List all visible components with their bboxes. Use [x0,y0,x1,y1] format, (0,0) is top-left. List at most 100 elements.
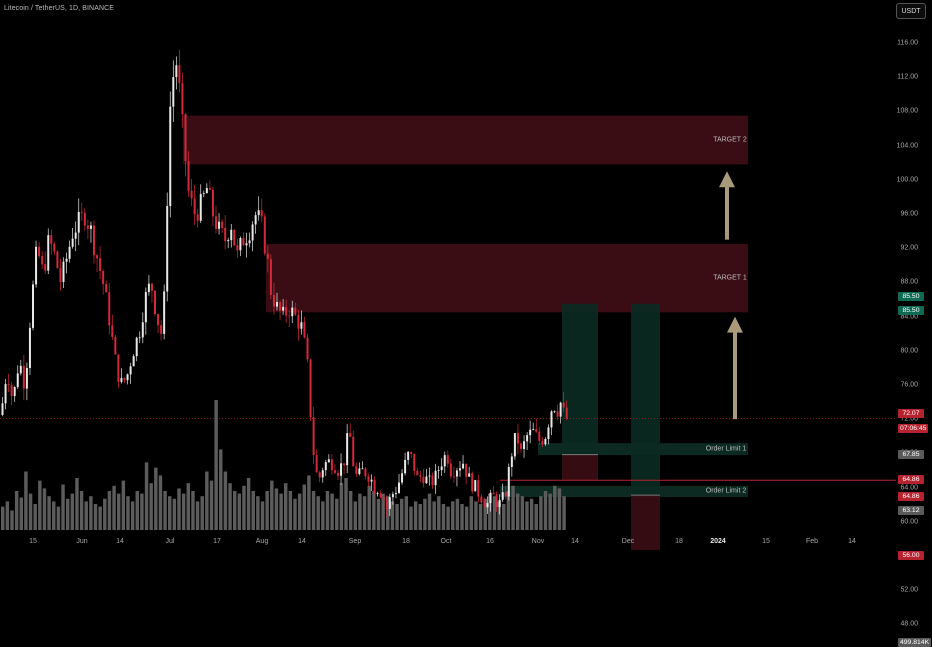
candle-up [227,240,230,242]
candle-up [62,261,65,282]
candle-down [86,225,89,229]
badge-85-50-a: 85.50 [898,291,924,301]
candle-up [523,441,526,450]
time-tick-label: 2024 [710,538,726,545]
candle-up [547,427,550,440]
volume-bar [260,501,265,530]
volume-bar [395,504,399,530]
time-tick-label: Feb [805,538,819,545]
candle-down [111,325,114,337]
candle-up [300,322,303,329]
candle-down [373,479,376,494]
candle-down [538,431,541,441]
candle-up [507,466,510,497]
volume-bar [121,480,126,530]
badge-volume: 499.814K [898,638,932,647]
candle-down [56,251,59,269]
candle-up [129,366,132,375]
price-tick-label: 92.00 [900,244,918,252]
volume-bar [446,506,450,530]
time-tick-label: Aug [255,538,269,545]
price-tick-label: 88.00 [900,278,918,286]
volume-bar [140,493,144,530]
volume-bar [223,471,228,530]
candle-up [126,374,129,381]
volume-bar [200,496,204,530]
zones-layer [183,115,748,498]
candle-down [83,212,86,226]
candle-down [520,443,522,450]
candle-down [123,378,126,381]
volume-bar [38,480,42,530]
volume-bar [93,504,98,530]
arrow-up-target-2-head [719,171,735,188]
volume-bar [483,498,487,530]
candle-up [71,238,74,247]
volume-bar [529,498,534,530]
candle-up [172,77,175,107]
candle-up [459,468,461,471]
time-tick-label: 15 [29,538,37,545]
volume-bar [534,504,538,530]
currency-button[interactable]: USDT [896,3,926,19]
candle-down [208,188,211,190]
volume-bar [460,504,464,530]
volume-bar [553,485,557,530]
volume-bar [270,480,274,530]
candle-down [108,292,111,326]
order-limit-2-label: Order Limit 2 [705,487,747,495]
candle-up [120,378,123,382]
candle-down [242,237,245,246]
price-chart[interactable] [0,0,932,550]
volume-bar [311,491,316,530]
candle-up [28,327,31,368]
candle-down [471,473,474,492]
candle-down [379,493,382,498]
candle-up [401,473,404,483]
candle-up [391,493,394,498]
badge-85-50-b: 85.50 [898,306,924,316]
volume-bar [24,471,28,530]
time-tick-label: 14 [116,538,124,545]
arrow-up-target-2-shaft [725,185,729,240]
price-lines-layer [0,418,896,481]
candle-up [248,240,251,244]
candle-up [251,224,254,241]
candle-up [553,411,556,413]
candle-up [474,480,477,492]
volume-bar [539,496,543,530]
candle-down [96,255,99,259]
volume-bar [390,501,395,530]
candle-down [80,211,83,213]
candle-up [394,492,397,494]
candle-down [41,256,44,265]
volume-bar [302,484,306,530]
volume-bar [5,501,10,530]
volume-bar [367,485,371,530]
candle-down [279,301,282,311]
volume-bar [288,491,293,530]
volume-bar [154,467,158,530]
candle-up [532,429,535,430]
volume-bar [149,483,153,530]
candle-up [282,306,285,311]
candle-up [340,463,343,476]
candle-up [138,337,141,339]
volume-bar [502,504,506,530]
volume-bar [557,488,562,530]
candle-up [428,475,431,477]
candle-down [285,306,288,316]
time-tick-label: 14 [571,538,579,545]
candle-up [437,470,440,471]
volume-bar [469,496,474,530]
volume-bar [242,485,246,530]
long-position-2-profit [631,303,660,496]
candle-down [38,246,41,257]
volume-bar [478,504,483,530]
candle-up [324,462,327,471]
volume-bar [251,491,255,530]
price-tick-label: 60.00 [900,518,918,526]
candle-down [272,294,275,307]
candle-down [303,322,306,338]
